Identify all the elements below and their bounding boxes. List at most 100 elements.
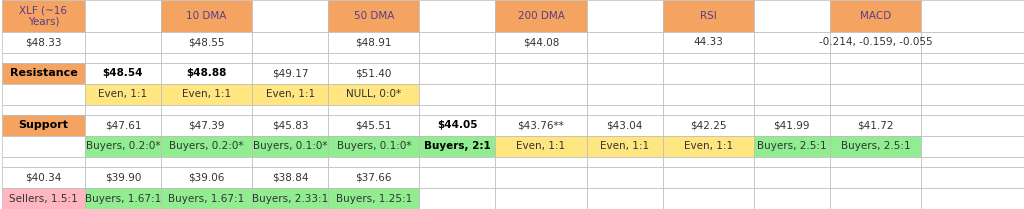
Text: Even, 1:1: Even, 1:1 bbox=[516, 141, 565, 152]
FancyBboxPatch shape bbox=[85, 188, 161, 209]
FancyBboxPatch shape bbox=[85, 115, 161, 136]
FancyBboxPatch shape bbox=[85, 157, 161, 167]
FancyBboxPatch shape bbox=[921, 157, 1024, 167]
FancyBboxPatch shape bbox=[328, 32, 420, 53]
FancyBboxPatch shape bbox=[829, 115, 921, 136]
FancyBboxPatch shape bbox=[252, 157, 328, 167]
FancyBboxPatch shape bbox=[161, 115, 252, 136]
Text: Buyers, 0.2:0*: Buyers, 0.2:0* bbox=[86, 141, 160, 152]
Text: $40.34: $40.34 bbox=[26, 172, 61, 182]
FancyBboxPatch shape bbox=[328, 188, 420, 209]
FancyBboxPatch shape bbox=[754, 188, 829, 209]
Text: $45.51: $45.51 bbox=[355, 121, 392, 130]
Text: 10 DMA: 10 DMA bbox=[186, 11, 226, 21]
Text: Buyers, 1.67:1: Buyers, 1.67:1 bbox=[168, 194, 245, 204]
Text: -0.214, -0.159, -0.055: -0.214, -0.159, -0.055 bbox=[818, 37, 932, 47]
Text: $47.39: $47.39 bbox=[188, 121, 225, 130]
FancyBboxPatch shape bbox=[252, 167, 328, 188]
Text: 50 DMA: 50 DMA bbox=[353, 11, 394, 21]
FancyBboxPatch shape bbox=[754, 105, 829, 115]
FancyBboxPatch shape bbox=[496, 188, 587, 209]
FancyBboxPatch shape bbox=[420, 115, 496, 136]
FancyBboxPatch shape bbox=[252, 136, 328, 157]
Text: $48.88: $48.88 bbox=[186, 69, 226, 78]
Text: Resistance: Resistance bbox=[9, 69, 77, 78]
FancyBboxPatch shape bbox=[420, 53, 496, 63]
FancyBboxPatch shape bbox=[85, 167, 161, 188]
Text: Buyers, 0.2:0*: Buyers, 0.2:0* bbox=[169, 141, 244, 152]
FancyBboxPatch shape bbox=[2, 157, 85, 167]
FancyBboxPatch shape bbox=[754, 167, 829, 188]
FancyBboxPatch shape bbox=[754, 32, 829, 53]
FancyBboxPatch shape bbox=[587, 53, 663, 63]
FancyBboxPatch shape bbox=[496, 63, 587, 84]
FancyBboxPatch shape bbox=[161, 105, 252, 115]
FancyBboxPatch shape bbox=[85, 0, 161, 32]
Text: $42.25: $42.25 bbox=[690, 121, 726, 130]
Text: Buyers, 2:1: Buyers, 2:1 bbox=[424, 141, 490, 152]
FancyBboxPatch shape bbox=[921, 105, 1024, 115]
FancyBboxPatch shape bbox=[496, 157, 587, 167]
Text: $41.99: $41.99 bbox=[773, 121, 810, 130]
Text: MACD: MACD bbox=[860, 11, 891, 21]
FancyBboxPatch shape bbox=[663, 188, 754, 209]
FancyBboxPatch shape bbox=[161, 63, 252, 84]
FancyBboxPatch shape bbox=[829, 53, 921, 63]
FancyBboxPatch shape bbox=[252, 188, 328, 209]
FancyBboxPatch shape bbox=[829, 0, 921, 32]
FancyBboxPatch shape bbox=[754, 115, 829, 136]
Text: NULL, 0:0*: NULL, 0:0* bbox=[346, 89, 401, 99]
FancyBboxPatch shape bbox=[420, 188, 496, 209]
FancyBboxPatch shape bbox=[161, 136, 252, 157]
FancyBboxPatch shape bbox=[252, 84, 328, 105]
FancyBboxPatch shape bbox=[328, 53, 420, 63]
FancyBboxPatch shape bbox=[921, 0, 1024, 32]
FancyBboxPatch shape bbox=[587, 32, 663, 53]
FancyBboxPatch shape bbox=[663, 115, 754, 136]
FancyBboxPatch shape bbox=[2, 0, 85, 32]
FancyBboxPatch shape bbox=[921, 136, 1024, 157]
Text: Buyers, 1.25:1: Buyers, 1.25:1 bbox=[336, 194, 412, 204]
FancyBboxPatch shape bbox=[663, 0, 754, 32]
Text: 44.33: 44.33 bbox=[693, 37, 723, 47]
Text: Buyers, 0.1:0*: Buyers, 0.1:0* bbox=[253, 141, 328, 152]
FancyBboxPatch shape bbox=[829, 136, 921, 157]
FancyBboxPatch shape bbox=[85, 53, 161, 63]
Text: $47.61: $47.61 bbox=[104, 121, 141, 130]
FancyBboxPatch shape bbox=[663, 105, 754, 115]
Text: Even, 1:1: Even, 1:1 bbox=[600, 141, 649, 152]
Text: Even, 1:1: Even, 1:1 bbox=[182, 89, 231, 99]
FancyBboxPatch shape bbox=[754, 0, 829, 32]
FancyBboxPatch shape bbox=[161, 167, 252, 188]
Text: $38.84: $38.84 bbox=[272, 172, 308, 182]
FancyBboxPatch shape bbox=[829, 188, 921, 209]
FancyBboxPatch shape bbox=[496, 136, 587, 157]
FancyBboxPatch shape bbox=[85, 32, 161, 53]
FancyBboxPatch shape bbox=[420, 157, 496, 167]
FancyBboxPatch shape bbox=[587, 188, 663, 209]
FancyBboxPatch shape bbox=[829, 167, 921, 188]
FancyBboxPatch shape bbox=[754, 63, 829, 84]
FancyBboxPatch shape bbox=[420, 84, 496, 105]
FancyBboxPatch shape bbox=[921, 53, 1024, 63]
FancyBboxPatch shape bbox=[328, 157, 420, 167]
FancyBboxPatch shape bbox=[161, 0, 252, 32]
FancyBboxPatch shape bbox=[252, 53, 328, 63]
FancyBboxPatch shape bbox=[420, 63, 496, 84]
FancyBboxPatch shape bbox=[754, 157, 829, 167]
FancyBboxPatch shape bbox=[754, 53, 829, 63]
FancyBboxPatch shape bbox=[587, 105, 663, 115]
FancyBboxPatch shape bbox=[252, 32, 328, 53]
Text: Even, 1:1: Even, 1:1 bbox=[98, 89, 147, 99]
FancyBboxPatch shape bbox=[921, 84, 1024, 105]
FancyBboxPatch shape bbox=[85, 136, 161, 157]
Text: $37.66: $37.66 bbox=[355, 172, 392, 182]
Text: $44.08: $44.08 bbox=[523, 37, 559, 47]
Text: Buyers, 2.5:1: Buyers, 2.5:1 bbox=[841, 141, 910, 152]
FancyBboxPatch shape bbox=[328, 63, 420, 84]
FancyBboxPatch shape bbox=[587, 63, 663, 84]
Text: $48.33: $48.33 bbox=[26, 37, 61, 47]
FancyBboxPatch shape bbox=[161, 84, 252, 105]
Text: $45.83: $45.83 bbox=[272, 121, 308, 130]
FancyBboxPatch shape bbox=[921, 188, 1024, 209]
